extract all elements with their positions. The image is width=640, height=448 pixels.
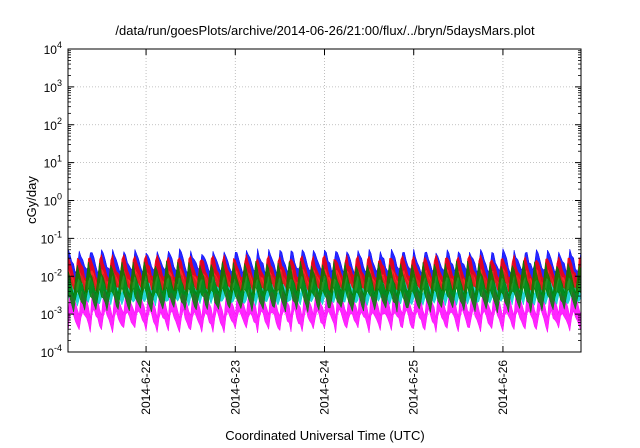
y-tick-label: 10-1 — [41, 229, 62, 246]
x-tick-label: 2014-6-22 — [139, 360, 153, 415]
chart-title: /data/run/goesPlots/archive/2014-06-26/2… — [115, 23, 535, 38]
y-tick-label: 100 — [44, 192, 62, 209]
y-tick-label: 102 — [44, 116, 62, 133]
x-axis-label: Coordinated Universal Time (UTC) — [225, 428, 424, 443]
y-tick-label: 10-2 — [41, 267, 62, 284]
grid-lines — [68, 49, 581, 352]
y-tick-label: 104 — [44, 40, 62, 57]
x-axis-ticks: 2014-6-22 2014-6-23 2014-6-24 2014-6-25 2014… — [139, 49, 510, 415]
x-tick-label: 2014-6-26 — [496, 360, 510, 415]
y-tick-label: 10-3 — [41, 305, 62, 322]
y-axis-ticks: 10-4 10-3 10-2 10-1 100 101 102 103 104 — [41, 40, 581, 360]
y-tick-label: 101 — [44, 154, 62, 171]
x-tick-label: 2014-6-23 — [228, 360, 242, 415]
y-tick-label: 103 — [44, 78, 62, 95]
data-series — [67, 247, 582, 334]
y-axis-label: cGy/day — [24, 176, 39, 224]
y-tick-label: 10-4 — [41, 343, 62, 360]
x-tick-label: 2014-6-25 — [407, 360, 421, 415]
x-tick-label: 2014-6-24 — [318, 360, 332, 415]
